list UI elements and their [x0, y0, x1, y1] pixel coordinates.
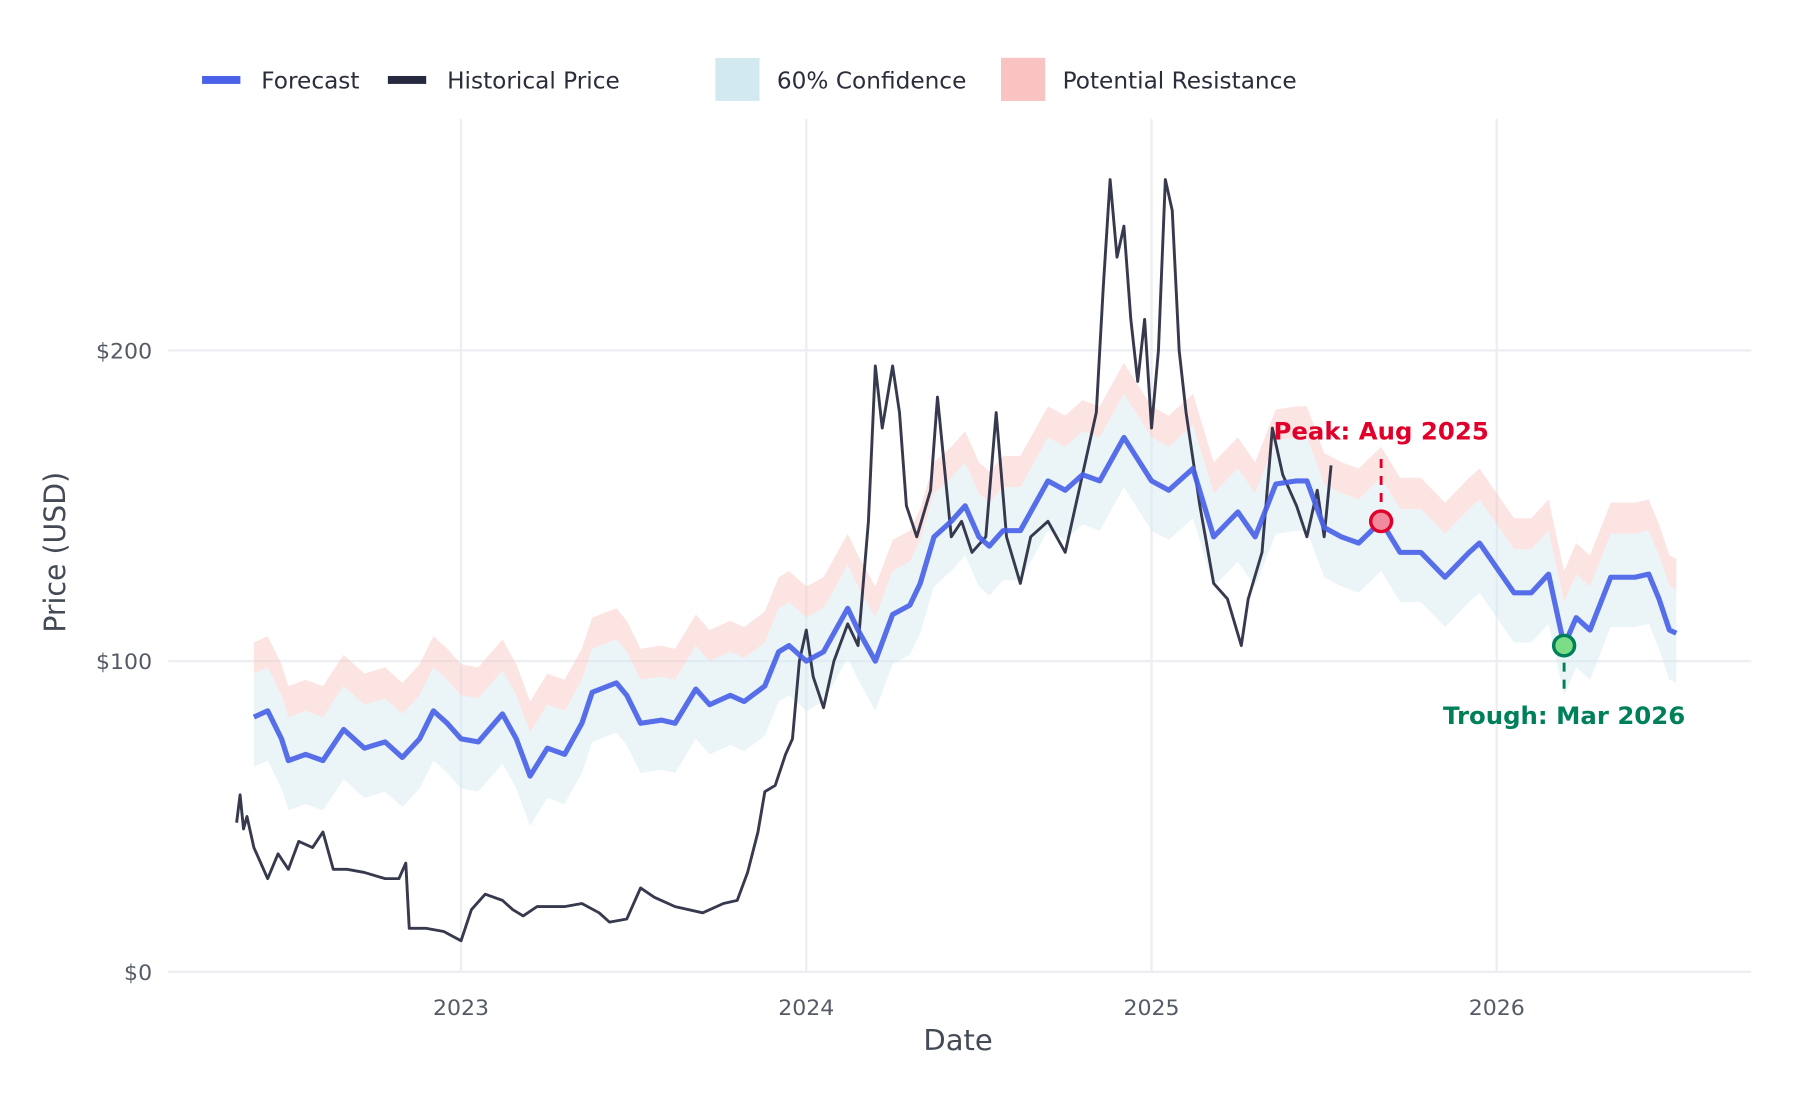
lines	[235, 178, 1678, 943]
legend-swatch-2	[715, 57, 760, 101]
x-tick-label: 2026	[1469, 996, 1525, 1021]
trough-label: Trough: Mar 2026	[1443, 702, 1685, 730]
trough-marker	[1551, 633, 1577, 658]
legend-swatch-0	[202, 75, 241, 84]
x-tick-label: 2023	[433, 996, 489, 1021]
legend-label: 60% Confidence	[777, 69, 966, 95]
ticks: 2023 2024 2025 2026 $0 $100 $200	[96, 340, 1525, 1021]
y-tick-label: $100	[96, 650, 152, 675]
confidence-band	[253, 393, 1677, 826]
annotations: Peak: Aug 2025 Trough: Mar 2026	[1273, 418, 1685, 730]
legend: Forecast Historical Price 60% Confidence Po…	[202, 57, 1297, 101]
x-axis-label: Date	[923, 1023, 992, 1057]
legend-label: Potential Resistance	[1063, 69, 1297, 95]
legend-swatch-3	[1001, 57, 1046, 101]
peak-label: Peak: Aug 2025	[1273, 418, 1488, 446]
forecast-line	[252, 434, 1678, 779]
peak-marker	[1368, 509, 1394, 534]
y-tick-label: $200	[96, 340, 152, 365]
y-axis-label: Price (USD)	[38, 472, 72, 633]
resistance-band	[253, 362, 1677, 733]
x-tick-label: 2025	[1123, 996, 1179, 1021]
grid	[168, 119, 1752, 973]
y-tick-label: $0	[124, 961, 152, 986]
legend-label: Historical Price	[447, 69, 620, 95]
x-tick-label: 2024	[778, 996, 834, 1021]
bands	[253, 362, 1677, 826]
legend-label: Forecast	[261, 69, 359, 95]
legend-swatch-1	[387, 75, 427, 84]
historical-price-line	[235, 178, 1333, 943]
